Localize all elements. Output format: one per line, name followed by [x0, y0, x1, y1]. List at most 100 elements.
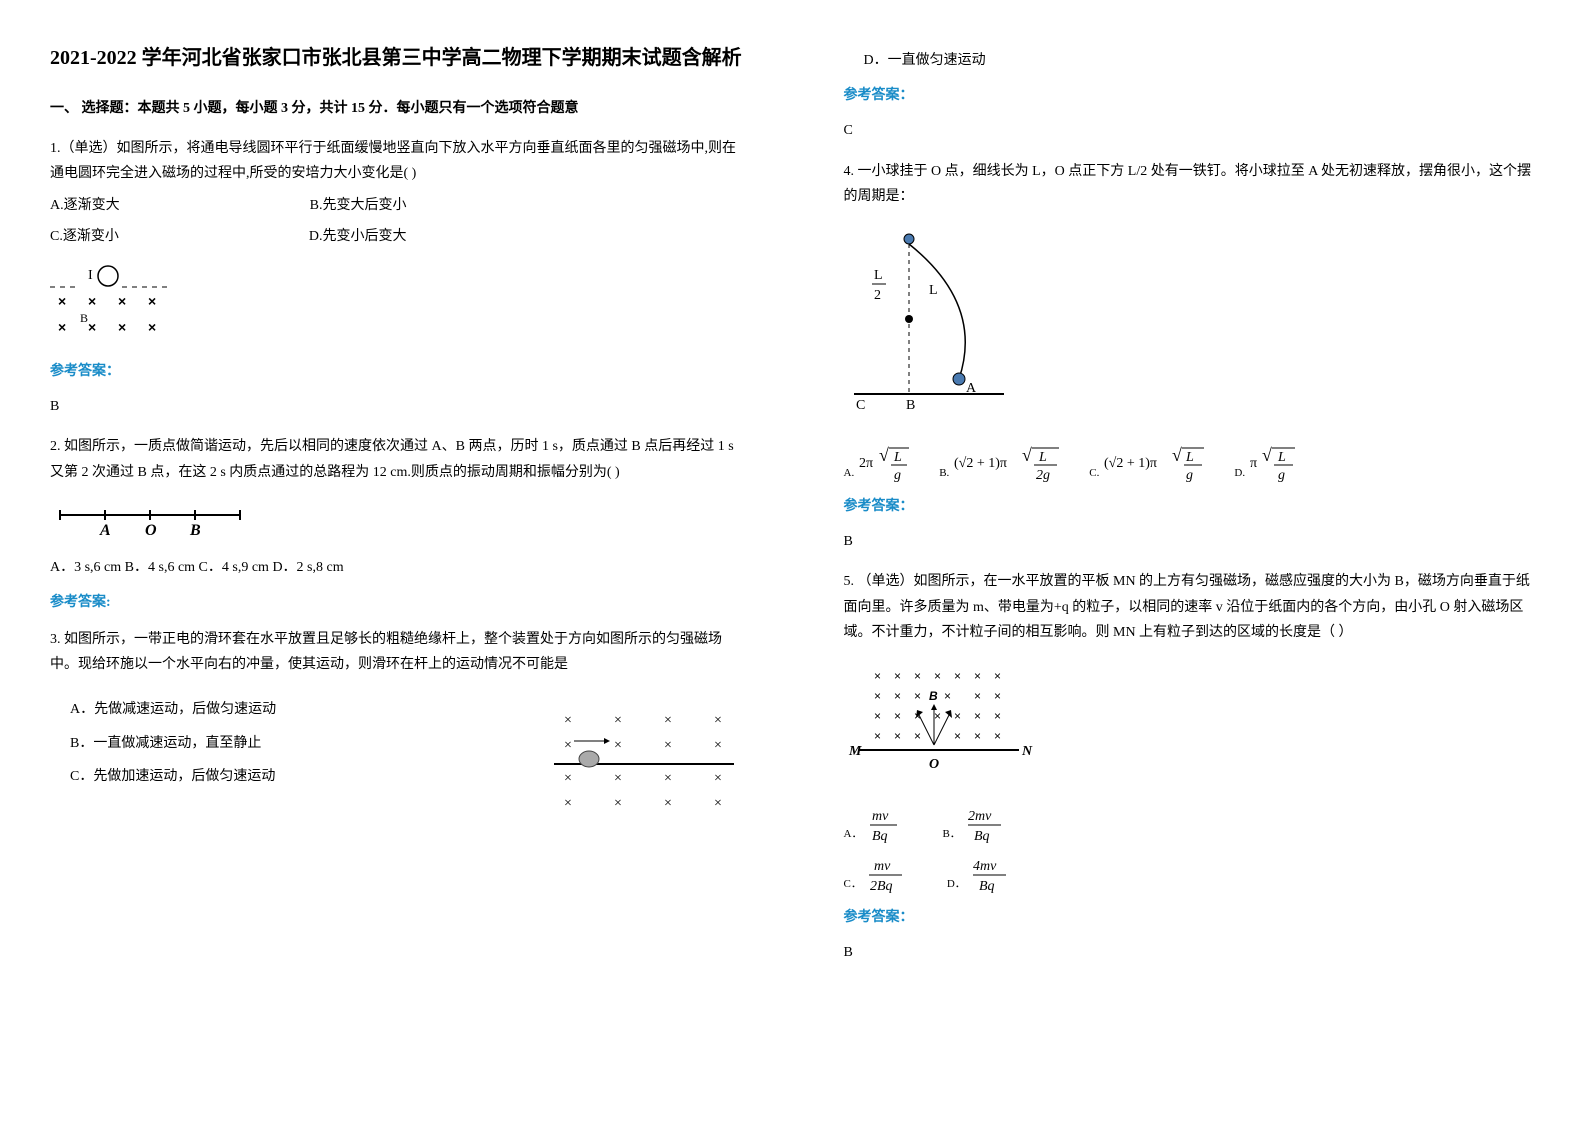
svg-text:×: ×: [874, 669, 881, 683]
svg-text:√: √: [879, 445, 889, 465]
svg-text:×: ×: [974, 729, 981, 743]
svg-text:×: ×: [994, 709, 1001, 723]
svg-text:×: ×: [564, 713, 572, 728]
svg-text:mv: mv: [872, 809, 889, 824]
q1-text: 1.（单选）如图所示，将通电导线圆环平行于纸面缓慢地竖直向下放入水平方向垂直纸面…: [50, 136, 744, 186]
q4-options: A. 2π√Lg B. (√2 + 1)π√L2g C. (√2 + 1)π√L…: [844, 439, 1538, 484]
svg-text:L: L: [1185, 450, 1194, 465]
svg-text:×: ×: [974, 669, 981, 683]
svg-text:O: O: [145, 522, 157, 539]
svg-text:×: ×: [914, 729, 921, 743]
svg-text:×: ×: [994, 729, 1001, 743]
svg-text:×: ×: [894, 689, 901, 703]
svg-text:L: L: [1038, 450, 1047, 465]
svg-text:O: O: [929, 757, 939, 772]
svg-text:×: ×: [914, 669, 921, 683]
q5-options: A． mvBq B． 2mvBq C． mv2Bq D． 4mvBq: [844, 805, 1538, 895]
svg-text:(√2 + 1)π: (√2 + 1)π: [1104, 456, 1157, 471]
answer-label-4: 参考答案：: [844, 494, 1538, 519]
svg-text:×: ×: [874, 729, 881, 743]
answer-label-5: 参考答案：: [844, 905, 1538, 930]
q5-text: 5. （单选）如图所示，在一水平放置的平板 MN 的上方有匀强磁场，磁感应强度的…: [844, 569, 1538, 645]
svg-text:×: ×: [148, 293, 156, 309]
svg-text:g: g: [1186, 468, 1193, 483]
svg-text:×: ×: [58, 319, 66, 335]
svg-text:B: B: [906, 398, 915, 413]
svg-text:4mv: 4mv: [973, 859, 997, 874]
svg-text:√: √: [1022, 445, 1032, 465]
svg-text:mv: mv: [874, 859, 891, 874]
answer-3: C: [844, 118, 1538, 143]
svg-text:g: g: [894, 468, 901, 483]
svg-text:×: ×: [58, 293, 66, 309]
svg-text:A: A: [99, 522, 111, 539]
svg-text:g: g: [1278, 468, 1285, 483]
svg-text:×: ×: [914, 689, 921, 703]
svg-text:×: ×: [118, 319, 126, 335]
svg-text:×: ×: [664, 771, 672, 786]
svg-text:×: ×: [664, 713, 672, 728]
answer-4: B: [844, 529, 1538, 554]
svg-text:×: ×: [874, 709, 881, 723]
fig1-I: I: [88, 268, 93, 283]
svg-text:×: ×: [894, 729, 901, 743]
svg-text:B: B: [80, 311, 88, 325]
q4-C-label: C.: [1089, 464, 1099, 484]
q3-optC: C．先做加速运动，后做匀速运动: [70, 764, 276, 789]
svg-text:×: ×: [714, 713, 722, 728]
svg-text:×: ×: [564, 796, 572, 811]
svg-text:×: ×: [894, 709, 901, 723]
q3-optA: A．先做减速运动，后做匀速运动: [70, 697, 276, 722]
q4-D-label: D.: [1234, 464, 1245, 484]
figure-q4: L 2 L C B A: [844, 224, 1538, 424]
svg-text:×: ×: [148, 319, 156, 335]
answer-label-2: 参考答案:: [50, 590, 744, 615]
svg-text:L: L: [874, 268, 883, 283]
svg-text:×: ×: [954, 729, 961, 743]
q4-A-label: A.: [844, 464, 855, 484]
svg-text:Bq: Bq: [974, 829, 990, 844]
svg-text:×: ×: [994, 669, 1001, 683]
q1-optD: D.先变小后变大: [309, 224, 407, 249]
q1-optB: B.先变大后变小: [310, 193, 407, 218]
svg-text:×: ×: [614, 738, 622, 753]
figure-q1: I × × × × B × × × ×: [50, 264, 744, 344]
svg-text:×: ×: [954, 669, 961, 683]
figure-q3: ×××× ×××× ×××× ××××: [544, 704, 744, 814]
q3-optD: D．一直做匀速运动: [864, 48, 1538, 73]
svg-text:×: ×: [88, 319, 96, 335]
svg-text:L: L: [893, 450, 902, 465]
q4-B-label: B.: [939, 464, 949, 484]
svg-text:×: ×: [664, 738, 672, 753]
svg-text:C: C: [856, 398, 865, 413]
question-2: 2. 如图所示，一质点做简谐运动，先后以相同的速度依次通过 A、B 两点，历时 …: [50, 434, 744, 484]
svg-text:×: ×: [614, 771, 622, 786]
answer-label-1: 参考答案：: [50, 359, 744, 384]
svg-text:√: √: [1262, 445, 1272, 465]
svg-text:B: B: [189, 522, 201, 539]
q1-optC: C.逐渐变小: [50, 224, 119, 249]
question-4: 4. 一小球挂于 O 点，细线长为 L，O 点正下方 L/2 处有一铁钉。将小球…: [844, 159, 1538, 209]
svg-text:2: 2: [874, 288, 881, 303]
svg-text:×: ×: [934, 709, 941, 723]
q5-B-label: B．: [942, 825, 960, 845]
svg-text:Bq: Bq: [872, 829, 888, 844]
q5-C-label: C．: [844, 875, 862, 895]
svg-text:×: ×: [88, 293, 96, 309]
svg-text:×: ×: [118, 293, 126, 309]
svg-text:×: ×: [614, 713, 622, 728]
figure-q5: ××××××× ×××B××× ××××××× ×××××× M N O: [844, 660, 1538, 790]
question-1: 1.（单选）如图所示，将通电导线圆环平行于纸面缓慢地竖直向下放入水平方向垂直纸面…: [50, 136, 744, 249]
exam-title: 2021-2022 学年河北省张家口市张北县第三中学高二物理下学期期末试题含解析: [50, 40, 744, 76]
svg-text:×: ×: [894, 669, 901, 683]
svg-text:L: L: [929, 283, 938, 298]
svg-text:×: ×: [944, 689, 951, 703]
answer-label-3: 参考答案：: [844, 83, 1538, 108]
svg-text:×: ×: [974, 689, 981, 703]
svg-text:N: N: [1021, 744, 1033, 759]
svg-text:2mv: 2mv: [968, 809, 992, 824]
q5-D-label: D．: [947, 875, 966, 895]
section-header: 一、 选择题：本题共 5 小题，每小题 3 分，共计 15 分．每小题只有一个选…: [50, 96, 744, 121]
q2-options: A．3 s,6 cm B．4 s,6 cm C．4 s,9 cm D．2 s,8…: [50, 555, 744, 580]
figure-q2: A O B: [50, 500, 744, 540]
